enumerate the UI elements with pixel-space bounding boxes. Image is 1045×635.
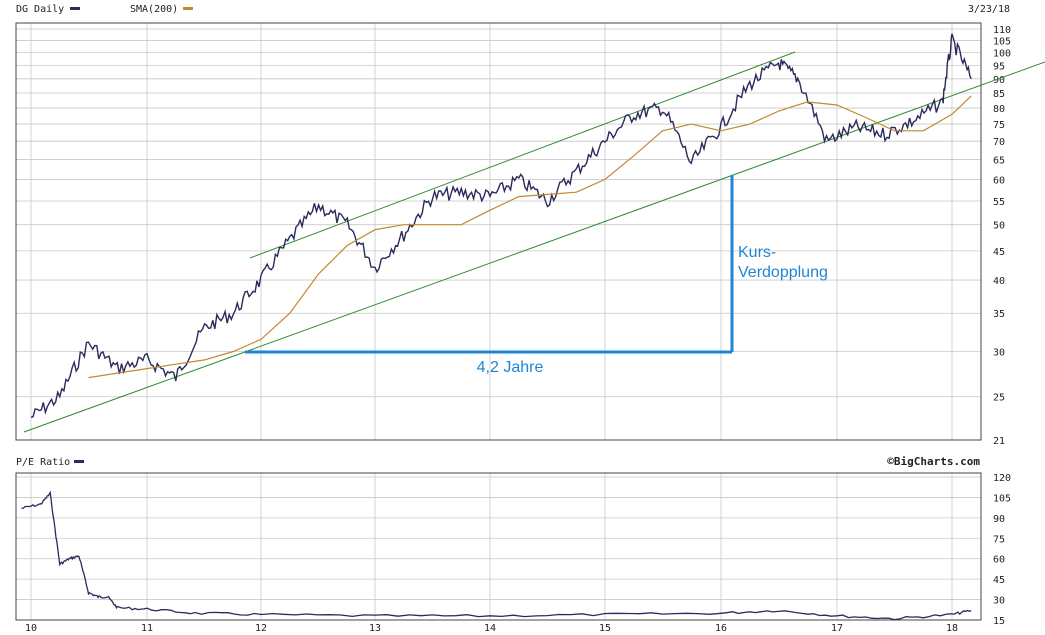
y-tick-label: 40 xyxy=(993,276,1005,287)
doubling-label-line1: Kurs- xyxy=(738,244,776,261)
duration-label: 4,2 Jahre xyxy=(477,359,544,376)
upper-grid xyxy=(16,23,981,441)
pe-panel-title: P/E Ratio xyxy=(16,457,70,468)
y-tick-label: 90 xyxy=(993,75,1005,86)
pe-series-line xyxy=(21,490,972,621)
y-tick-label: 65 xyxy=(993,156,1005,167)
credit-label: ©BigCharts.com xyxy=(887,455,980,468)
x-tick-label: 13 xyxy=(369,623,381,634)
y-tick-label: 50 xyxy=(993,221,1005,232)
sma-legend-swatch xyxy=(183,7,193,10)
sma-label: SMA(200) xyxy=(130,4,178,15)
pe-y-tick-label: 90 xyxy=(993,514,1005,525)
sma-series-line xyxy=(88,95,972,379)
y-tick-label: 30 xyxy=(993,347,1005,358)
pe-y-tick-label: 75 xyxy=(993,534,1005,545)
lower-grid xyxy=(16,473,981,621)
upper-panel-frame xyxy=(15,22,982,441)
chart-date: 3/23/18 xyxy=(968,4,1010,15)
y-tick-label: 21 xyxy=(993,436,1005,447)
x-tick-label: 10 xyxy=(25,623,37,634)
y-tick-label: 80 xyxy=(993,104,1005,115)
doubling-label-line2: Verdopplung xyxy=(738,264,828,281)
x-tick-label: 17 xyxy=(831,623,843,634)
y-tick-label: 45 xyxy=(993,247,1005,258)
pe-y-tick-label: 15 xyxy=(993,616,1005,627)
y-tick-label: 75 xyxy=(993,120,1005,131)
pe-y-tick-label: 120 xyxy=(993,473,1011,484)
y-tick-label: 105 xyxy=(993,37,1011,48)
price-series-line xyxy=(30,33,972,418)
pe-y-tick-label: 105 xyxy=(993,493,1011,504)
x-tick-label: 14 xyxy=(484,623,496,634)
x-tick-label: 15 xyxy=(599,623,611,634)
price-legend-swatch xyxy=(70,7,80,10)
x-tick-label: 16 xyxy=(715,623,727,634)
y-tick-label: 100 xyxy=(993,49,1011,60)
channel-upper-line xyxy=(249,51,796,259)
pe-y-tick-label: 30 xyxy=(993,596,1005,607)
lower-panel-frame xyxy=(15,472,982,621)
y-tick-label: 110 xyxy=(993,25,1011,36)
y-tick-label: 60 xyxy=(993,175,1005,186)
x-tick-label: 11 xyxy=(141,623,153,634)
symbol-label: DG Daily xyxy=(16,4,64,15)
y-tick-label: 55 xyxy=(993,197,1005,208)
upper-y-axis: 21 25 30 35 40 45 50 55 60 65 70 75 80 85 90 9510010511… xyxy=(993,25,1011,447)
y-tick-label: 95 xyxy=(993,61,1005,72)
y-tick-label: 25 xyxy=(993,393,1005,404)
y-tick-label: 35 xyxy=(993,309,1005,320)
x-axis: 10 11 12 13 14 15 16 17 18 xyxy=(25,623,958,634)
pe-y-tick-label: 45 xyxy=(993,575,1005,586)
x-tick-label: 12 xyxy=(255,623,267,634)
channel-lower-line xyxy=(23,61,1045,433)
pe-legend-swatch xyxy=(74,460,84,463)
y-tick-label: 85 xyxy=(993,89,1005,100)
y-tick-label: 70 xyxy=(993,137,1005,148)
x-tick-label: 18 xyxy=(946,623,958,634)
lower-y-axis: 15 30 45 60 75 90 105 120 xyxy=(993,473,1011,627)
pe-y-tick-label: 60 xyxy=(993,555,1005,566)
